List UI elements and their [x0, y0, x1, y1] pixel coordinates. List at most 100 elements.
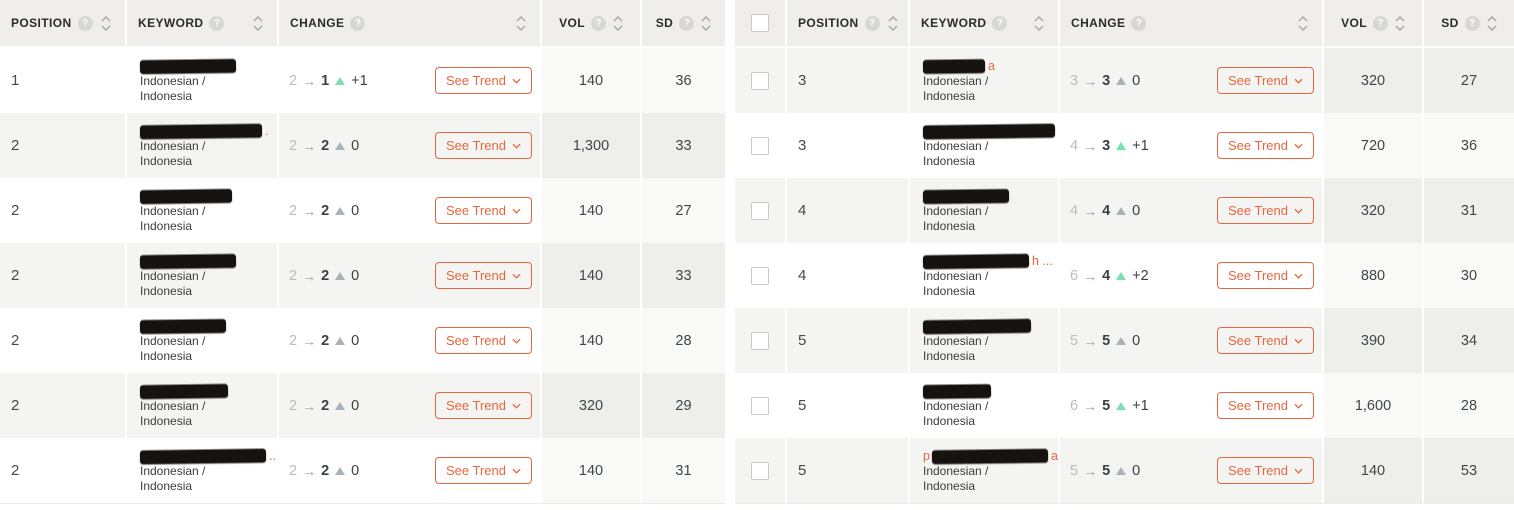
- see-trend-button[interactable]: See Trend: [435, 197, 532, 224]
- sort-icons[interactable]: [1026, 15, 1044, 31]
- sort-icons[interactable]: [1290, 15, 1308, 31]
- keyword-link[interactable]: ...: [139, 448, 279, 464]
- row-checkbox[interactable]: [751, 331, 769, 350]
- keyword-locale: Indonesian /: [923, 204, 989, 218]
- row-checkbox[interactable]: [751, 266, 769, 285]
- keyword-locale: Indonesian /: [923, 334, 989, 348]
- column-header-change[interactable]: CHANGE?: [1058, 0, 1322, 46]
- see-trend-button[interactable]: See Trend: [1217, 262, 1314, 289]
- keyword: Indonesian / Indonesia: [139, 383, 229, 428]
- vol-value: 320: [1360, 72, 1386, 89]
- help-icon[interactable]: ?: [77, 15, 93, 31]
- change-delta: +1: [1132, 137, 1149, 154]
- row-checkbox[interactable]: [751, 136, 769, 155]
- see-trend-button[interactable]: See Trend: [1217, 132, 1314, 159]
- see-trend-button[interactable]: See Trend: [1217, 457, 1314, 484]
- help-icon[interactable]: ?: [1464, 15, 1480, 31]
- column-header-position[interactable]: POSITION?: [785, 0, 908, 46]
- sort-icons[interactable]: [880, 15, 898, 31]
- see-trend-button[interactable]: See Trend: [435, 67, 532, 94]
- see-trend-label: See Trend: [446, 398, 506, 413]
- chevron-down-icon: [1298, 25, 1308, 31]
- column-header-vol[interactable]: VOL?: [540, 0, 640, 46]
- help-icon[interactable]: ?: [679, 15, 695, 31]
- keyword-locale: Indonesia: [923, 283, 976, 298]
- keyword-link[interactable]: h ...: [922, 253, 1053, 269]
- sort-icons[interactable]: [93, 15, 111, 31]
- see-trend-button[interactable]: See Trend: [1217, 392, 1314, 419]
- sort-icons[interactable]: [245, 15, 263, 31]
- sort-icons[interactable]: [1480, 15, 1497, 31]
- row-checkbox[interactable]: [751, 201, 769, 220]
- vol-cell: 320: [1322, 48, 1422, 113]
- see-trend-button[interactable]: See Trend: [1217, 327, 1314, 354]
- keyword-link[interactable]: [139, 318, 227, 334]
- column-header-keyword[interactable]: KEYWORD?: [125, 0, 277, 46]
- see-trend-label: See Trend: [446, 203, 506, 218]
- help-icon[interactable]: ?: [1131, 15, 1147, 31]
- see-trend-button[interactable]: See Trend: [435, 457, 532, 484]
- keyword-link[interactable]: [139, 383, 229, 399]
- help-icon[interactable]: ?: [350, 15, 366, 31]
- keyword-link[interactable]: [922, 188, 1010, 204]
- column-header-change[interactable]: CHANGE?: [277, 0, 540, 46]
- sort-icons[interactable]: [1388, 15, 1405, 31]
- keyword-locale: Indonesian /: [923, 269, 989, 283]
- arrow-right-icon: →: [302, 72, 317, 89]
- keyword-link[interactable]: .: [139, 123, 268, 139]
- row-checkbox[interactable]: [751, 71, 769, 90]
- row-checkbox[interactable]: [751, 396, 769, 415]
- help-icon[interactable]: ?: [992, 15, 1008, 31]
- keyword-link[interactable]: [922, 383, 992, 399]
- keyword-rank-table-1: POSITION? KEYWORD? CHANGE? VOL? SD? 1 Indonesi…: [0, 0, 725, 504]
- change-from: 2: [289, 397, 298, 414]
- column-header-sd[interactable]: SD?: [1422, 0, 1514, 46]
- keyword-cell: Indonesian / Indonesia: [125, 48, 277, 113]
- redacted-keyword: [139, 253, 237, 269]
- position-value: 3: [798, 72, 807, 89]
- see-trend-button[interactable]: See Trend: [435, 392, 532, 419]
- table-row: 5 Indonesian / Indonesia 5 → 5 0 See Trend 390 34: [735, 308, 1514, 373]
- keyword-cell: ... Indonesian / Indonesia: [125, 438, 279, 503]
- row-checkbox[interactable]: [751, 461, 769, 480]
- column-header-keyword[interactable]: KEYWORD?: [908, 0, 1058, 46]
- see-trend-button[interactable]: See Trend: [1217, 67, 1314, 94]
- chevron-down-icon: [1294, 338, 1303, 344]
- see-trend-button[interactable]: See Trend: [435, 262, 532, 289]
- column-header-vol[interactable]: VOL?: [1322, 0, 1422, 46]
- help-icon[interactable]: ?: [1372, 15, 1388, 31]
- select-all-checkbox[interactable]: [751, 14, 769, 32]
- arrow-right-icon: →: [302, 137, 317, 154]
- vol-cell: 140: [540, 308, 640, 373]
- change-delta: 0: [1132, 332, 1141, 349]
- keyword-link[interactable]: [139, 253, 237, 269]
- column-header-sd[interactable]: SD?: [640, 0, 725, 46]
- sort-icons[interactable]: [694, 15, 711, 31]
- keyword-link[interactable]: [922, 318, 1032, 334]
- keyword-link[interactable]: [139, 188, 233, 204]
- vol-cell: 140: [540, 178, 640, 243]
- keyword-link[interactable]: [139, 58, 237, 74]
- help-icon[interactable]: ?: [590, 15, 606, 31]
- see-trend-button[interactable]: See Trend: [435, 132, 532, 159]
- help-icon[interactable]: ?: [209, 15, 225, 31]
- chevron-down-icon: [1294, 468, 1303, 474]
- keyword-link[interactable]: a: [922, 58, 995, 74]
- sort-icons[interactable]: [508, 15, 526, 31]
- column-header-position[interactable]: POSITION?: [0, 0, 125, 46]
- rank-change: 6 → 5 +1: [1070, 398, 1149, 414]
- chevron-up-icon: [701, 15, 711, 21]
- rank-change: 5 → 5 0: [1070, 333, 1140, 349]
- keyword-locale: Indonesian /: [923, 139, 989, 153]
- keyword-link[interactable]: [922, 123, 1056, 139]
- see-trend-button[interactable]: See Trend: [435, 327, 532, 354]
- keyword-visible-text: a: [988, 59, 995, 73]
- see-trend-button[interactable]: See Trend: [1217, 197, 1314, 224]
- vol-cell: 320: [540, 373, 640, 438]
- vol-value: 1,600: [1354, 397, 1392, 414]
- help-icon[interactable]: ?: [864, 15, 880, 31]
- keyword-locale: Indonesian /: [140, 139, 206, 153]
- sort-icons[interactable]: [606, 15, 623, 31]
- table-row: 3 Indonesian / Indonesia 4 → 3 +1 See Trend 720 3…: [735, 113, 1514, 178]
